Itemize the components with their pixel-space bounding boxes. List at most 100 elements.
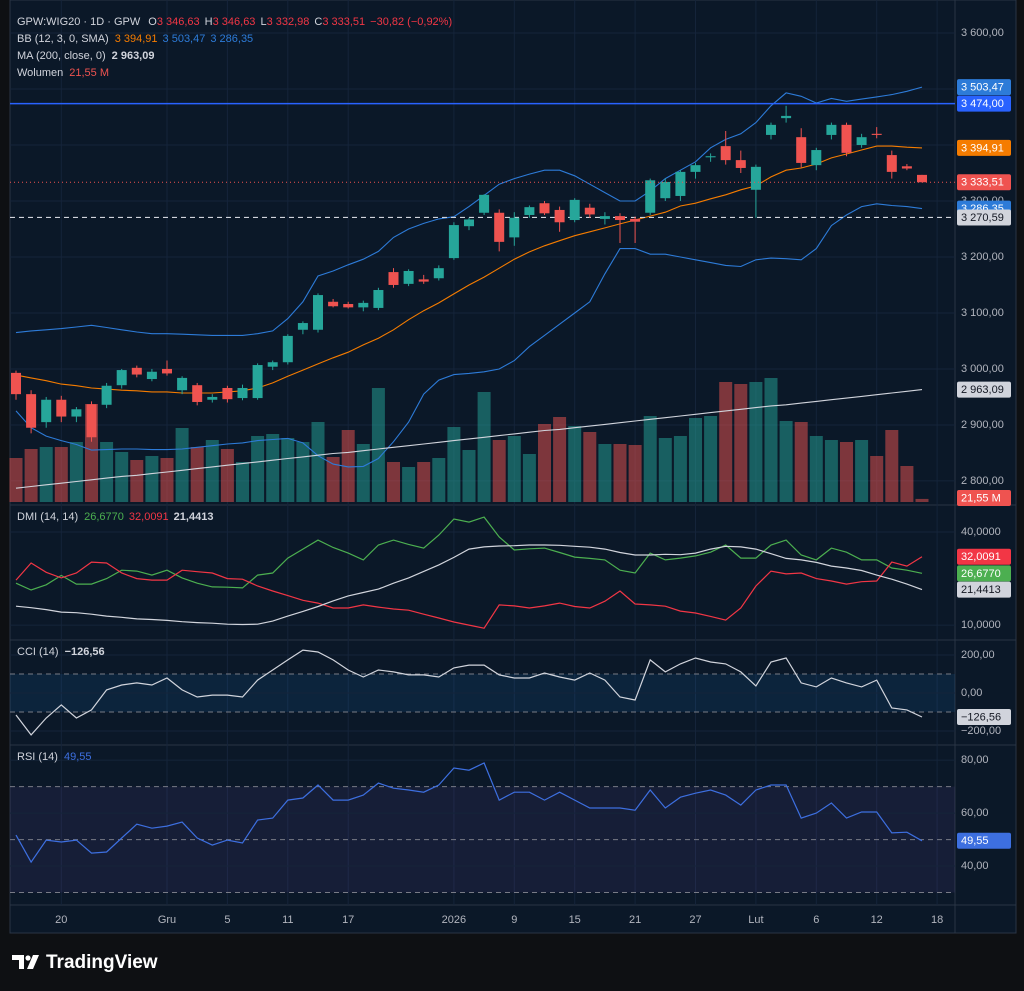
- candle-body: [584, 207, 595, 215]
- volume-bar: [9, 458, 23, 502]
- volume-bar: [477, 392, 491, 502]
- y-tick-label: 40,0000: [961, 526, 1001, 538]
- candle-body: [267, 362, 278, 367]
- x-tick-label: 11: [282, 914, 293, 926]
- volume-bar: [160, 458, 174, 502]
- volume-bar: [130, 460, 144, 502]
- candle-body: [901, 166, 912, 169]
- price-badge: [957, 174, 1011, 191]
- volume-bar: [417, 462, 431, 502]
- x-tick-label: 12: [871, 914, 883, 926]
- price-badge: [957, 709, 1011, 726]
- volume-bar: [54, 447, 68, 502]
- volume-bar: [24, 449, 38, 502]
- volume-bar: [809, 436, 823, 502]
- volume-bar: [281, 438, 295, 502]
- legend-text: H: [205, 16, 213, 28]
- price-badge-label: 2 963,09: [961, 384, 1004, 396]
- legend-text: BB (12, 3, 0, SMA): [17, 33, 109, 45]
- volume-bar: [522, 454, 536, 502]
- volume-bar: [387, 462, 400, 502]
- volume-bar: [885, 430, 899, 502]
- candle-body: [26, 394, 37, 428]
- legend-text: Wolumen: [17, 67, 63, 79]
- candle-body: [282, 335, 293, 363]
- candle-body: [479, 194, 490, 213]
- candle-body: [766, 124, 776, 135]
- price-badge-label: 32,0091: [961, 551, 1001, 563]
- indicator-line: [15, 145, 923, 394]
- y-tick-label: 40,00: [961, 860, 989, 872]
- candle-body: [735, 160, 746, 168]
- price-badge-label: 49,55: [961, 835, 989, 847]
- price-badge-label: 21,55 M: [961, 492, 1001, 504]
- legend-text: 2 963,09: [112, 50, 155, 62]
- price-badge: [957, 381, 1011, 398]
- candle-body: [433, 268, 444, 279]
- legend-text: C: [314, 16, 322, 28]
- volume-bar: [900, 466, 914, 502]
- candle-body: [539, 203, 550, 214]
- candle-body: [781, 115, 792, 119]
- logo-shape: [25, 955, 31, 961]
- candle-body: [886, 155, 897, 172]
- price-badge-label: 3 333,51: [961, 177, 1004, 189]
- candle-body: [252, 365, 263, 399]
- volume-bar: [356, 444, 370, 502]
- candle-body: [796, 137, 807, 163]
- volume-bar: [628, 445, 642, 502]
- y-tick-label: 3 000,00: [961, 363, 1004, 375]
- volume-bar: [689, 418, 702, 502]
- price-badge: [957, 79, 1011, 96]
- indicator-line: [15, 762, 923, 864]
- price-badge-label: 21,4413: [961, 584, 1001, 596]
- candle-body: [856, 137, 867, 146]
- legend-text: 32,0091: [129, 511, 169, 523]
- volume-bar: [568, 426, 582, 502]
- volume-bar: [583, 432, 597, 502]
- candle-body: [313, 295, 323, 330]
- volume-bar: [69, 442, 83, 502]
- volume-bar: [251, 436, 265, 502]
- volume-bar: [764, 378, 778, 502]
- candle-body: [811, 150, 822, 166]
- volume-bar: [915, 498, 929, 502]
- legend-text: 3 286,35: [210, 33, 253, 45]
- volume-bar: [673, 436, 687, 502]
- candle-body: [71, 409, 82, 417]
- x-tick-label: 5: [224, 914, 230, 926]
- volume-bar: [371, 388, 385, 502]
- candle-body: [207, 396, 218, 400]
- y-tick-label: 2 900,00: [961, 419, 1004, 431]
- candle-body: [146, 371, 157, 380]
- candle-body: [328, 301, 339, 307]
- legend-text: −126,56: [65, 646, 105, 658]
- volume-bar: [115, 452, 129, 502]
- candle-body: [554, 209, 565, 223]
- candle-body: [41, 399, 52, 423]
- y-tick-label: 80,00: [961, 754, 989, 766]
- volume-bar: [779, 421, 793, 502]
- indicator-line: [15, 86, 923, 336]
- volume-bar: [538, 424, 551, 502]
- volume-bar: [462, 450, 476, 502]
- x-tick-label: 15: [569, 914, 581, 926]
- indicator-line: [15, 389, 923, 489]
- candle-body: [86, 404, 97, 438]
- price-badge: [957, 139, 1011, 156]
- candle-body: [403, 270, 414, 284]
- volume-bar: [658, 438, 672, 502]
- legend-text: −30,82 (−0,92%): [370, 16, 452, 28]
- y-tick-label: 3 200,00: [961, 251, 1004, 263]
- volume-bar: [266, 434, 280, 502]
- brand-logo: [12, 955, 39, 969]
- candle-body: [418, 279, 429, 282]
- candle-body: [11, 372, 21, 395]
- indicator-line: [15, 516, 923, 591]
- price-badge: [957, 832, 1011, 849]
- brand-name: TradingView: [46, 952, 158, 973]
- price-badge: [957, 209, 1011, 226]
- candle-body: [192, 385, 203, 402]
- volume-bar: [598, 444, 612, 502]
- price-badge: [957, 95, 1011, 112]
